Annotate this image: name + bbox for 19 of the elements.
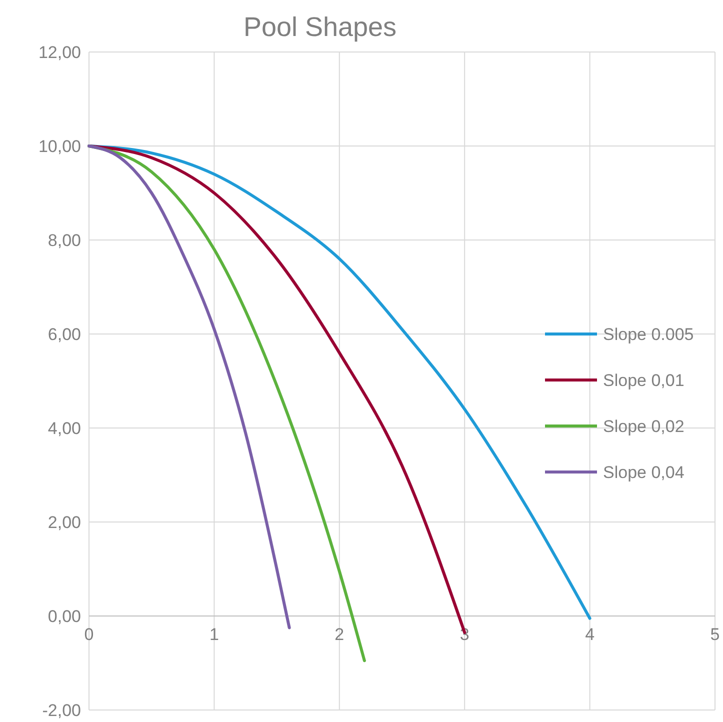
y-tick-label: 8,00 (48, 230, 81, 250)
y-tick-label: 12,00 (38, 42, 81, 62)
y-tick-label: 4,00 (48, 418, 81, 438)
y-tick-label: -2,00 (42, 700, 81, 720)
x-tick-label: 4 (585, 625, 595, 644)
x-tick-label: 1 (209, 625, 219, 644)
x-tick-label: 0 (84, 625, 94, 644)
x-tick-label: 5 (710, 625, 720, 644)
y-tick-label: 10,00 (38, 136, 81, 156)
legend-label: Slope 0,04 (603, 462, 684, 482)
legend-label: Slope 0.005 (603, 324, 694, 344)
x-tick-label: 2 (334, 625, 344, 644)
legend-label: Slope 0,01 (603, 370, 684, 390)
y-tick-label: 0,00 (48, 606, 81, 626)
y-tick-label: 6,00 (48, 324, 81, 344)
chart-title: Pool Shapes (243, 12, 397, 42)
line-series (88, 144, 291, 630)
y-tick-label: 2,00 (48, 512, 81, 532)
legend-label: Slope 0,02 (603, 416, 684, 436)
